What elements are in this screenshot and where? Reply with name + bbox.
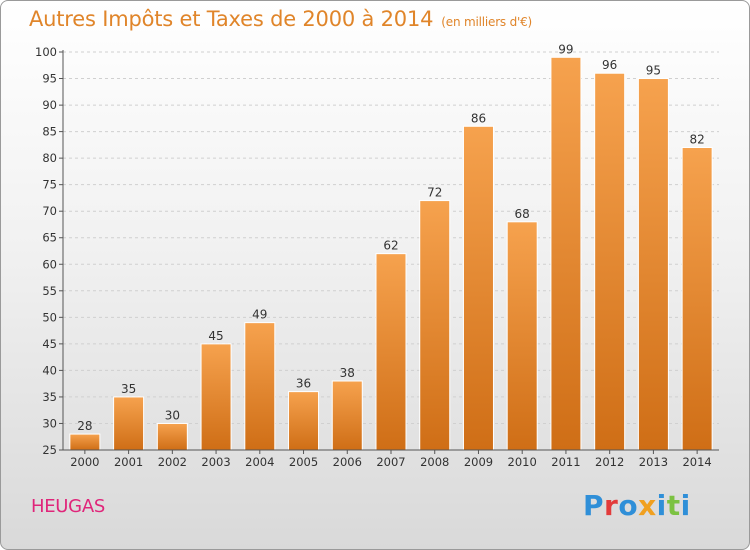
y-tick-label: 45 [42, 337, 57, 351]
value-label-2005: 36 [296, 377, 311, 391]
x-tick-label-2006: 2006 [333, 455, 362, 469]
value-label-2013: 95 [646, 64, 661, 78]
x-tick-label-2010: 2010 [508, 455, 537, 469]
x-tick-label-2009: 2009 [464, 455, 493, 469]
bar-2006 [331, 380, 363, 451]
bar-2004 [244, 322, 276, 451]
x-tick-label-2002: 2002 [158, 455, 187, 469]
bar-2011 [550, 56, 582, 451]
y-tick-label: 40 [42, 363, 57, 377]
value-label-2011: 99 [558, 42, 573, 56]
value-label-2010: 68 [515, 207, 530, 221]
y-tick-label: 85 [42, 125, 57, 139]
y-tick-label: 90 [42, 98, 57, 112]
value-label-2008: 72 [427, 186, 442, 200]
x-tick-label-2008: 2008 [420, 455, 449, 469]
y-tick-label: 35 [42, 390, 57, 404]
x-tick-label-2003: 2003 [201, 455, 230, 469]
y-tick-label: 60 [42, 257, 57, 271]
value-label-2003: 45 [208, 329, 223, 343]
value-label-2009: 86 [471, 111, 486, 125]
x-tick-label-2013: 2013 [639, 455, 668, 469]
bar-2000 [69, 433, 101, 451]
chart-unit: (en milliers d'€) [441, 15, 533, 29]
value-label-2004: 49 [252, 308, 267, 322]
bar-2005 [288, 391, 320, 451]
x-tick-label-2005: 2005 [289, 455, 318, 469]
y-tick-label: 70 [42, 204, 57, 218]
bar-2009 [462, 125, 494, 451]
value-label-2012: 96 [602, 58, 617, 72]
x-tick-label-2014: 2014 [682, 455, 711, 469]
bar-2003 [200, 343, 232, 451]
value-label-2006: 38 [340, 366, 355, 380]
value-label-2014: 82 [689, 133, 704, 147]
bar-2007 [375, 253, 407, 451]
y-tick-label: 30 [42, 416, 57, 430]
y-tick-label: 65 [42, 231, 57, 245]
value-label-2002: 30 [165, 408, 180, 422]
y-tick-label: 25 [42, 443, 57, 457]
x-tick-label-2004: 2004 [245, 455, 274, 469]
chart-title: Autres Impôts et Taxes de 2000 à 2014 (en… [29, 7, 532, 31]
y-tick-label: 50 [42, 310, 57, 324]
bar-2014 [681, 147, 713, 451]
bar-2002 [156, 422, 188, 451]
commune-name: HEUGAS [31, 496, 105, 517]
x-tick-label-2012: 2012 [595, 455, 624, 469]
bar-2013 [637, 78, 669, 451]
bar-2008 [419, 200, 451, 451]
x-tick-label-2001: 2001 [114, 455, 143, 469]
bar-2001 [113, 396, 145, 451]
y-tick-label: 100 [35, 45, 57, 59]
y-tick-label: 80 [42, 151, 57, 165]
x-tick-label-2007: 2007 [376, 455, 405, 469]
x-tick-label-2011: 2011 [551, 455, 580, 469]
y-tick-label: 55 [42, 284, 57, 298]
y-tick-label: 75 [42, 178, 57, 192]
bar-2010 [506, 221, 538, 451]
chart-title-text: Autres Impôts et Taxes de 2000 à 2014 [29, 7, 434, 31]
value-label-2000: 28 [77, 419, 92, 433]
proxiti-logo: Proxiti [583, 489, 691, 522]
bar-2012 [594, 72, 626, 451]
value-label-2001: 35 [121, 382, 136, 396]
x-tick-label-2000: 2000 [70, 455, 99, 469]
y-tick-label: 95 [42, 72, 57, 86]
value-label-2007: 62 [383, 239, 398, 253]
